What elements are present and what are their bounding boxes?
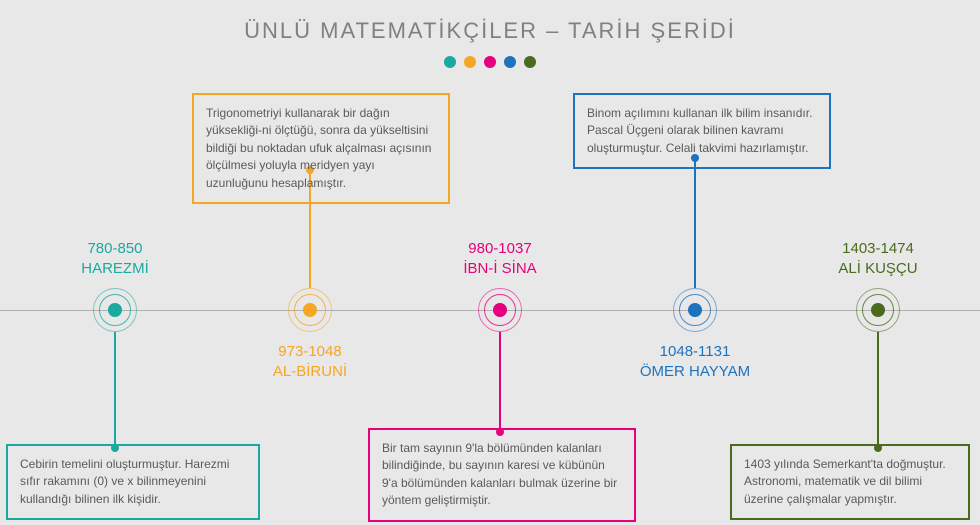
timeline-name: İBN-İ SİNA (463, 259, 536, 279)
description-box: Trigonometriyi kullanarak bir dağın yüks… (192, 93, 450, 204)
connector-line (499, 332, 501, 432)
description-box: Bir tam sayının 9'la bölümünden kalanlar… (368, 428, 636, 522)
description-box: 1403 yılında Semerkant'ta doğmuştur. Ast… (730, 444, 970, 520)
timeline-name: ÖMER HAYYAM (640, 362, 750, 382)
timeline-label: 980-1037İBN-İ SİNA (463, 239, 536, 278)
timeline-years: 780-850 (81, 239, 149, 259)
timeline-label: 973-1048AL-BİRUNİ (273, 342, 347, 381)
timeline-years: 1403-1474 (838, 239, 917, 259)
page-title: ÜNLÜ MATEMATİKÇİLER – TARİH ŞERİDİ (0, 0, 980, 44)
header-dot (464, 56, 476, 68)
header-dot (524, 56, 536, 68)
timeline-years: 973-1048 (273, 342, 347, 362)
timeline-label: 780-850HAREZMİ (81, 239, 149, 278)
dot-row (0, 56, 980, 68)
timeline-label: 1048-1131ÖMER HAYYAM (640, 342, 750, 381)
timeline-label: 1403-1474ALİ KUŞÇU (838, 239, 917, 278)
description-box: Cebirin temelini oluşturmuştur. Harezmi … (6, 444, 260, 520)
header-dot (484, 56, 496, 68)
timeline-years: 980-1037 (463, 239, 536, 259)
timeline-name: HAREZMİ (81, 259, 149, 279)
header-dot (504, 56, 516, 68)
description-box: Binom açılımını kullanan ilk bilim insan… (573, 93, 831, 169)
connector-line (114, 332, 116, 448)
connector-line (694, 158, 696, 288)
header-dot (444, 56, 456, 68)
connector-line (877, 332, 879, 448)
timeline-name: ALİ KUŞÇU (838, 259, 917, 279)
timeline-years: 1048-1131 (640, 342, 750, 362)
timeline-name: AL-BİRUNİ (273, 362, 347, 382)
